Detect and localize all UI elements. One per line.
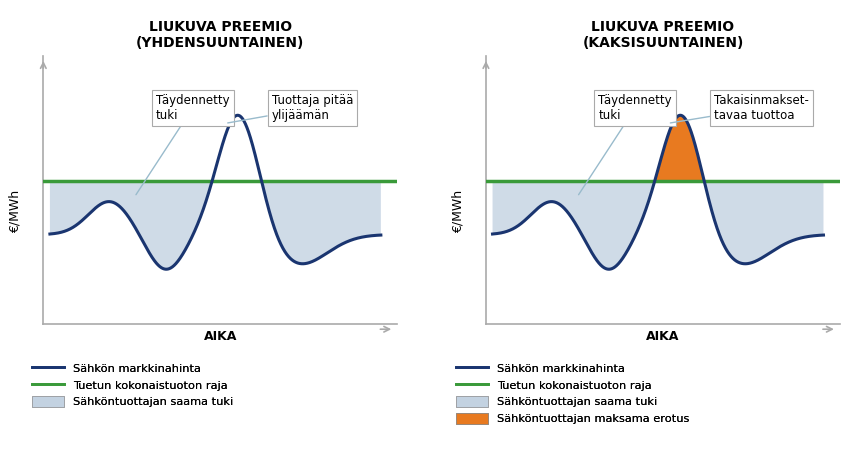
- X-axis label: AIKA: AIKA: [204, 330, 237, 343]
- Title: LIUKUVA PREEMIO
(KAKSISUUNTAINEN): LIUKUVA PREEMIO (KAKSISUUNTAINEN): [582, 20, 744, 50]
- Legend: Sähkön markkinahinta, Tuetun kokonaistuoton raja, Sähköntuottajan saama tuki: Sähkön markkinahinta, Tuetun kokonaistuo…: [32, 362, 233, 407]
- Legend: Sähkön markkinahinta, Tuetun kokonaistuoton raja, Sähköntuottajan saama tuki, Sä: Sähkön markkinahinta, Tuetun kokonaistuo…: [456, 362, 689, 424]
- Text: Tuottaja pitää
ylijäämän: Tuottaja pitää ylijäämän: [228, 94, 353, 123]
- Y-axis label: €/MWh: €/MWh: [9, 190, 22, 233]
- Y-axis label: €/MWh: €/MWh: [451, 190, 464, 233]
- Text: Täydennetty
tuki: Täydennetty tuki: [136, 94, 229, 195]
- Text: Täydennetty
tuki: Täydennetty tuki: [578, 94, 672, 195]
- Title: LIUKUVA PREEMIO
(YHDENSUUNTAINEN): LIUKUVA PREEMIO (YHDENSUUNTAINEN): [136, 20, 305, 50]
- X-axis label: AIKA: AIKA: [646, 330, 680, 343]
- Text: Takaisinmakset-
tavaa tuottoa: Takaisinmakset- tavaa tuottoa: [670, 94, 809, 123]
